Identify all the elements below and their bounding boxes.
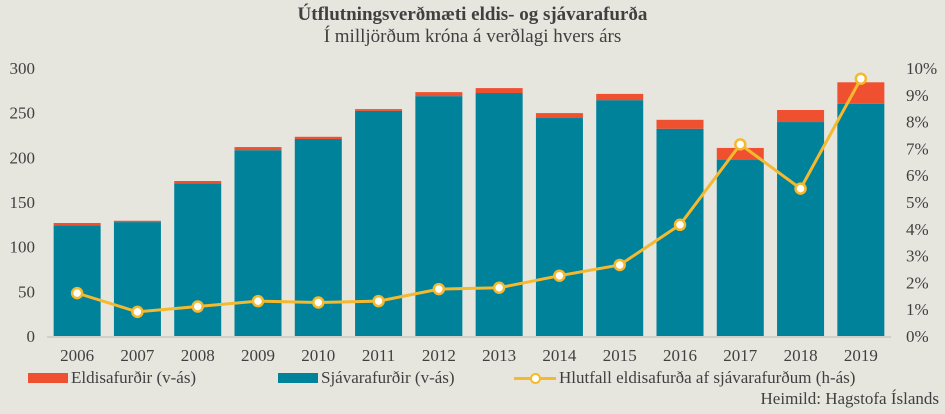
x-tick-label: 2014 [542,346,577,365]
source-note: Heimild: Hagstofa Íslands [760,389,939,408]
bar-sjavarafurdir [415,96,463,336]
left-tick-label: 0 [27,327,36,346]
bar-sjavarafurdir [837,103,885,336]
bar-eldisafurdir [535,113,583,119]
bar-eldisafurdir [355,109,403,111]
left-tick-label: 150 [10,193,36,212]
bar-sjavarafurdir [113,222,161,336]
ratio-point [673,218,687,232]
x-tick-label: 2007 [120,346,155,365]
right-tick-label: 6% [906,166,929,185]
x-tick-label: 2009 [241,346,275,365]
right-tick-label: 4% [906,220,929,239]
bar-sjavarafurdir [656,128,704,336]
right-tick-label: 1% [906,300,929,319]
bar-sjavarafurdir [716,160,764,336]
ratio-point [251,294,265,308]
x-tick-label: 2019 [844,346,878,365]
left-tick-label: 250 [10,104,36,123]
bar-eldisafurdir [716,147,764,161]
ratio-point [553,269,566,282]
ratio-line-group [70,72,868,319]
ratio-point [854,72,868,85]
x-tick-label: 2012 [422,346,456,365]
x-tick-label: 2018 [784,346,818,365]
ratio-point [131,305,144,319]
x-axis: 2006 2007 2008 2009 2010 2011 2012 2013 2014 2015… [60,346,878,365]
x-tick-label: 2008 [181,346,215,365]
bar-sjavarafurdir [174,183,222,336]
right-tick-label: 2% [906,273,929,292]
ratio-point [794,182,807,195]
bars-group [53,82,885,337]
bar-eldisafurdir [294,136,342,140]
right-tick-label: 5% [906,193,929,212]
x-tick-label: 2013 [482,346,516,365]
x-tick-label: 2010 [301,346,335,365]
ratio-point [372,294,385,308]
bar-sjavarafurdir [53,225,101,336]
bar-eldisafurdir [53,222,101,226]
x-tick-label: 2017 [723,346,758,365]
left-axis: 0 50 100 150 200 250 300 [10,59,36,346]
bar-sjavarafurdir [777,122,825,337]
bar-eldisafurdir [837,82,885,104]
ratio-point [613,258,626,272]
ratio-point [312,296,325,309]
legend-label: Eldisafurðir (v-ás) [71,368,197,387]
legend-item-eldisafurdir: Eldisafurðir (v-ás) [28,368,196,388]
chart-subtitle: Í milljörðum króna á verðlagi hvers árs [323,26,622,47]
ratio-point [734,138,747,151]
left-tick-label: 200 [10,148,36,167]
right-tick-label: 0% [906,327,929,346]
left-tick-label: 50 [18,282,35,301]
bar-eldisafurdir [596,93,644,101]
left-tick-label: 100 [10,238,36,257]
bar-eldisafurdir [656,119,704,129]
ratio-point [191,300,204,313]
x-tick-label: 2016 [663,346,697,365]
chart-title: Útflutningsverðmæti eldis- og sjávarafur… [297,4,648,25]
bar-sjavarafurdir [234,150,282,336]
left-tick-label: 300 [10,59,36,78]
right-tick-label: 3% [906,247,929,266]
legend-swatch-sjavarafurdir [278,373,318,383]
bar-eldisafurdir [174,181,222,184]
bar-eldisafurdir [777,109,825,123]
right-tick-label: 10% [906,59,937,78]
bar-eldisafurdir [113,220,161,223]
bar-sjavarafurdir [535,118,583,336]
right-axis: 0% 1% 2% 3% 4% 5% 6% 7% 8% 9% 10% [906,59,937,346]
bar-eldisafurdir [415,92,463,97]
legend-label: Sjávarafurðir (v-ás) [321,368,455,387]
legend-label: Hlutfall eldisafurða af sjávarafurðum (h… [559,368,856,387]
bar-eldisafurdir [475,88,523,94]
legend-swatch-eldisafurdir [28,373,68,383]
right-tick-label: 8% [906,113,929,132]
bar-eldisafurdir [234,147,282,151]
legend-item-hlutfall: Hlutfall eldisafurða af sjávarafurðum (h… [514,368,855,388]
right-tick-label: 9% [906,86,929,105]
ratio-point [70,286,84,300]
legend-item-sjavarafurdir: Sjávarafurðir (v-ás) [278,368,455,388]
ratio-point [492,281,506,295]
bar-sjavarafurdir [596,100,644,336]
bar-sjavarafurdir [475,93,523,336]
right-tick-label: 7% [906,139,929,158]
ratio-point [432,282,446,296]
x-tick-label: 2015 [603,346,637,365]
x-tick-label: 2011 [362,346,395,365]
legend-line-marker-icon [514,372,556,384]
ratio-line [76,77,863,314]
x-tick-label: 2006 [60,346,94,365]
